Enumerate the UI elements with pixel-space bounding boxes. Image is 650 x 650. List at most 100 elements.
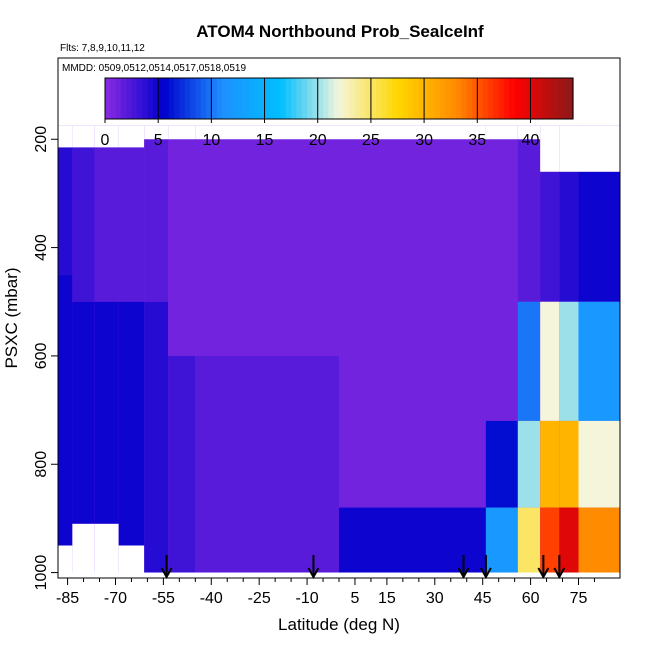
no-data-region (339, 125, 486, 140)
heatmap-cell (540, 420, 560, 508)
colorbar-swatch (296, 78, 303, 119)
colorbar-swatch (354, 78, 361, 119)
heatmap-cell (578, 301, 620, 421)
x-tick-label: -25 (248, 590, 271, 607)
colorbar-tick-label: 5 (154, 132, 163, 149)
x-tick-label: -10 (296, 590, 319, 607)
y-tick-label: 800 (33, 451, 50, 478)
colorbar-swatch (509, 78, 516, 119)
colorbar-swatch (365, 78, 372, 119)
y-tick-label: 400 (33, 234, 50, 261)
no-data-region (578, 572, 620, 578)
colorbar-swatch (344, 78, 351, 119)
colorbar-swatch (232, 78, 239, 119)
colorbar-swatch (381, 78, 388, 119)
x-tick-label: 15 (378, 590, 396, 607)
x-tick-label: -85 (56, 590, 79, 607)
no-data-region (339, 572, 486, 578)
colorbar-swatch (360, 78, 367, 119)
colorbar-swatch (402, 78, 409, 119)
x-tick-label: 75 (570, 590, 588, 607)
x-axis-label: Latitude (deg N) (278, 615, 400, 634)
heatmap-cell (559, 507, 579, 573)
heatmap-cell (540, 301, 560, 421)
colorbar: 0 5 10 15 20 25 30 35 40 (101, 77, 574, 149)
x-tick-label: -40 (200, 590, 223, 607)
no-data-region (559, 572, 579, 578)
x-tick-label: -70 (104, 590, 127, 607)
no-data-region (118, 545, 145, 578)
colorbar-swatch (200, 78, 207, 119)
heatmap-cell (58, 274, 73, 546)
heatmap-layer (58, 125, 621, 578)
heatmap-cell (517, 139, 541, 302)
arrow-markers (160, 555, 566, 580)
arrow-marker (480, 555, 492, 580)
colorbar-swatch (567, 78, 574, 119)
no-data-region (517, 125, 541, 140)
heatmap-cell (339, 139, 486, 508)
heatmap-cell (485, 420, 518, 508)
colorbar-swatch (349, 78, 356, 119)
colorbar-swatch (126, 78, 133, 119)
x-tick-label: 60 (522, 590, 540, 607)
heatmap-cell (517, 507, 541, 573)
colorbar-swatch (519, 78, 526, 119)
colorbar-swatch (562, 78, 569, 119)
x-tick-label: -55 (152, 590, 175, 607)
heatmap-cell (540, 171, 560, 302)
colorbar-swatch (376, 78, 383, 119)
heatmap-cell (559, 171, 579, 302)
no-data-region (168, 125, 196, 140)
colorbar-swatch (280, 78, 287, 119)
heatmap-cell (144, 139, 169, 302)
no-data-region (578, 125, 620, 172)
colorbar-swatch (269, 78, 276, 119)
no-data-region (94, 125, 119, 148)
x-tick-label: 5 (351, 590, 360, 607)
heatmap-cell (339, 507, 486, 573)
colorbar-swatch (434, 78, 441, 119)
y-tick-label: 600 (33, 342, 50, 369)
colorbar-swatch (179, 78, 186, 119)
colorbar-swatch (450, 78, 457, 119)
heatmap-cell (485, 139, 518, 421)
colorbar-swatch (131, 78, 138, 119)
colorbar-swatch (312, 78, 319, 119)
colorbar-swatch (147, 78, 154, 119)
colorbar-swatch (546, 78, 553, 119)
y-axis-label: PSXC (mbar) (2, 267, 21, 368)
colorbar-swatch (461, 78, 468, 119)
colorbar-swatch (136, 78, 143, 119)
chart-title: ATOM4 Northbound Prob_SealceInf (196, 22, 484, 41)
heatmap-cell (168, 139, 196, 356)
colorbar-swatch (535, 78, 542, 119)
colorbar-swatch (424, 78, 431, 119)
colorbar-swatch (418, 78, 425, 119)
colorbar-tick-label: 40 (522, 132, 540, 149)
colorbar-swatch (541, 78, 548, 119)
no-data-region (118, 125, 145, 148)
no-data-region (485, 125, 518, 140)
colorbar-swatch (227, 78, 234, 119)
colorbar-swatch (487, 78, 494, 119)
no-data-region (540, 125, 560, 172)
colorbar-tick-label: 25 (362, 132, 380, 149)
colorbar-tick-label: 35 (468, 132, 486, 149)
heatmap-cell (578, 507, 620, 573)
colorbar-swatch (174, 78, 181, 119)
colorbar-swatch (445, 78, 452, 119)
y-tick-label: 200 (33, 126, 50, 153)
colorbar-swatch (237, 78, 244, 119)
heatmap-cell (58, 147, 73, 275)
dates-note: MMDD: 0509,0512,0514,0517,0518,0519 (62, 63, 246, 74)
no-data-region (72, 523, 95, 578)
heatmap-cell (559, 420, 579, 508)
colorbar-swatch (386, 78, 393, 119)
x-tick-label: 30 (426, 590, 444, 607)
colorbar-swatch (317, 78, 324, 119)
colorbar-swatch (105, 78, 111, 119)
colorbar-swatch (142, 78, 149, 119)
no-data-region (168, 572, 196, 578)
